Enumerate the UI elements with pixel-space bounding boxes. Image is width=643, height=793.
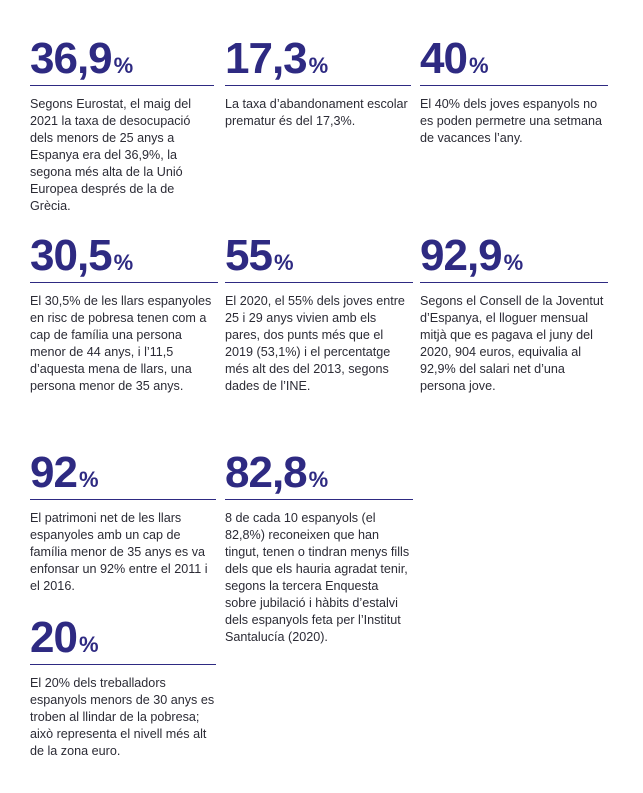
divider-rule: [30, 85, 214, 86]
stat-number: 55: [225, 231, 273, 280]
stat-description: 8 de cada 10 espanyols (el 82,8%) recone…: [225, 511, 410, 644]
stat-figure: 17,3 %: [225, 36, 411, 82]
stat-figure: 40 %: [420, 36, 608, 82]
stat-number: 92: [30, 448, 78, 497]
stat-figure: 82,8 %: [225, 450, 413, 496]
percent-sign: %: [468, 53, 489, 78]
stat-description: Segons el Consell de la Joventut d’Espan…: [420, 294, 604, 393]
stat-net-wealth: 92 % El patrimoni net de les llars espan…: [30, 450, 216, 595]
stat-poverty-households: 30,5 % El 30,5% de les llars espanyoles …: [30, 233, 218, 395]
stat-description: El 30,5% de les llars espanyoles en risc…: [30, 294, 212, 393]
stat-figure: 30,5 %: [30, 233, 218, 279]
divider-rule: [30, 499, 216, 500]
stat-number: 30,5: [30, 231, 113, 280]
stat-description: El 20% dels treballadors espanyols menor…: [30, 676, 215, 758]
stat-figure: 20 %: [30, 615, 216, 661]
stat-poverty-workers: 20 % El 20% dels treballadors espanyols …: [30, 615, 216, 760]
stat-figure: 92 %: [30, 450, 216, 496]
percent-sign: %: [78, 467, 99, 492]
stat-number: 36,9: [30, 34, 113, 83]
percent-sign: %: [78, 632, 99, 657]
divider-rule: [225, 499, 413, 500]
stat-figure: 92,9 %: [420, 233, 608, 279]
stat-rent-salary: 92,9 % Segons el Consell de la Joventut …: [420, 233, 608, 395]
stat-school-dropout: 17,3 % La taxa d’abandonament escolar pr…: [225, 36, 411, 130]
stat-number: 92,9: [420, 231, 503, 280]
stat-description: El 2020, el 55% dels joves entre 25 i 29…: [225, 294, 405, 393]
percent-sign: %: [308, 467, 329, 492]
percent-sign: %: [113, 250, 134, 275]
stat-description: Segons Eurostat, el maig del 2021 la tax…: [30, 97, 192, 213]
divider-rule: [225, 85, 411, 86]
stat-fewer-children: 82,8 % 8 de cada 10 espanyols (el 82,8%)…: [225, 450, 413, 646]
stat-figure: 55 %: [225, 233, 413, 279]
percent-sign: %: [503, 250, 524, 275]
stat-description: El 40% dels joves espanyols no es poden …: [420, 97, 603, 145]
stat-unemployment: 36,9 % Segons Eurostat, el maig del 2021…: [30, 36, 214, 215]
divider-rule: [420, 85, 608, 86]
percent-sign: %: [113, 53, 134, 78]
stat-number: 17,3: [225, 34, 308, 83]
stat-description: El patrimoni net de les llars espanyoles…: [30, 511, 208, 593]
percent-sign: %: [308, 53, 329, 78]
divider-rule: [30, 664, 216, 665]
stat-number: 20: [30, 613, 78, 662]
stat-living-with-parents: 55 % El 2020, el 55% dels joves entre 25…: [225, 233, 413, 395]
stat-vacations: 40 % El 40% dels joves espanyols no es p…: [420, 36, 608, 147]
stat-number: 40: [420, 34, 468, 83]
stat-number: 82,8: [225, 448, 308, 497]
divider-rule: [225, 282, 413, 283]
percent-sign: %: [273, 250, 294, 275]
stat-figure: 36,9 %: [30, 36, 214, 82]
divider-rule: [30, 282, 218, 283]
stat-description: La taxa d’abandonament escolar prematur …: [225, 97, 408, 128]
divider-rule: [420, 282, 608, 283]
